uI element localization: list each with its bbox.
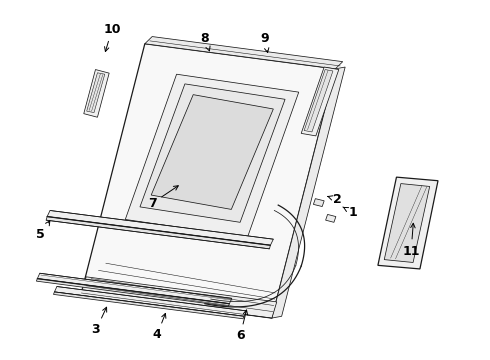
Text: 2: 2 <box>328 193 342 206</box>
Text: 3: 3 <box>92 307 107 336</box>
Polygon shape <box>47 211 273 245</box>
Polygon shape <box>301 67 339 136</box>
Text: 9: 9 <box>260 32 269 53</box>
Polygon shape <box>36 279 229 306</box>
Text: 6: 6 <box>236 310 247 342</box>
Text: 11: 11 <box>402 223 420 257</box>
Polygon shape <box>54 287 246 316</box>
Text: 1: 1 <box>343 206 357 219</box>
Polygon shape <box>87 73 105 113</box>
Polygon shape <box>81 277 277 318</box>
Polygon shape <box>37 273 232 304</box>
Polygon shape <box>272 67 345 318</box>
Polygon shape <box>151 95 273 210</box>
Polygon shape <box>384 184 430 262</box>
Polygon shape <box>53 292 244 319</box>
Text: 5: 5 <box>36 221 50 241</box>
Polygon shape <box>378 177 438 269</box>
Polygon shape <box>326 215 336 222</box>
Polygon shape <box>125 74 299 237</box>
Polygon shape <box>314 199 324 207</box>
Polygon shape <box>145 37 343 69</box>
Polygon shape <box>46 217 270 249</box>
Text: 7: 7 <box>148 186 178 210</box>
Polygon shape <box>84 69 109 117</box>
Text: 4: 4 <box>153 314 166 341</box>
Polygon shape <box>140 84 285 222</box>
Polygon shape <box>81 44 335 318</box>
Polygon shape <box>304 69 333 132</box>
Text: 10: 10 <box>103 23 121 51</box>
Text: 8: 8 <box>200 32 210 51</box>
